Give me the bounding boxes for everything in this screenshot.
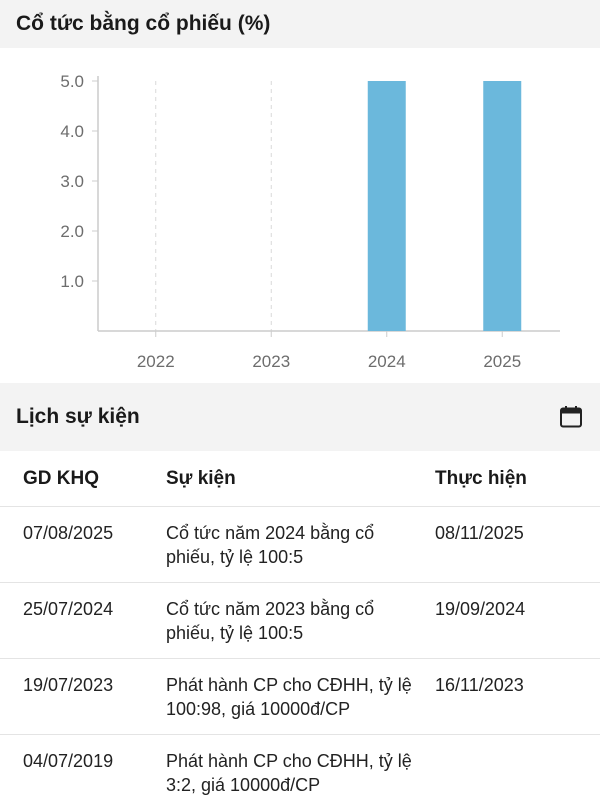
table-row[interactable]: 19/07/2023 Phát hành CP cho CĐHH, tỷ lệ … [0, 659, 600, 735]
header-event: Sự kiện [166, 467, 236, 489]
y-tick-label: 1.0 [60, 272, 84, 291]
events-section-header: Lịch sự kiện [0, 383, 600, 451]
calendar-icon[interactable] [558, 404, 584, 430]
table-header: GD KHQ Sự kiện Thực hiện [0, 451, 600, 507]
y-tick-label: 2.0 [60, 222, 84, 241]
x-tick-label: 2024 [368, 352, 406, 371]
row-date: 04/07/2019 [23, 751, 114, 771]
row-date: 07/08/2025 [23, 523, 114, 543]
row-done: 19/09/2024 [435, 599, 526, 619]
x-tick-label: 2022 [137, 352, 175, 371]
row-event: Cổ tức năm 2024 bằng cổ phiếu, tỷ lệ 100… [166, 523, 375, 567]
chart-svg: 1.0 2.0 3.0 4.0 5.0 2022 2023 2024 2025 [60, 72, 560, 371]
header-date: GD KHQ [23, 467, 99, 489]
header-done: Thực hiện [435, 467, 527, 489]
bar-2025 [483, 81, 522, 331]
table-row[interactable]: 04/07/2019 Phát hành CP cho CĐHH, tỷ lệ … [0, 735, 600, 800]
row-done: 16/11/2023 [435, 675, 524, 695]
x-tick-label: 2025 [483, 352, 521, 371]
table-row[interactable]: 07/08/2025 Cổ tức năm 2024 bằng cổ phiếu… [0, 507, 600, 583]
row-date: 25/07/2024 [23, 599, 114, 619]
y-tick-label: 4.0 [60, 122, 84, 141]
row-event: Phát hành CP cho CĐHH, tỷ lệ 3:2, giá 10… [166, 751, 412, 795]
events-table: GD KHQ Sự kiện Thực hiện 07/08/2025 Cổ t… [0, 451, 600, 800]
chart-section-header: Cổ tức bằng cổ phiếu (%) [0, 0, 600, 48]
table-row[interactable]: 25/07/2024 Cổ tức năm 2023 bằng cổ phiếu… [0, 583, 600, 659]
row-event: Cổ tức năm 2023 bằng cổ phiếu, tỷ lệ 100… [166, 599, 375, 643]
stock-dividend-chart: 1.0 2.0 3.0 4.0 5.0 2022 2023 2024 2025 [0, 48, 600, 383]
events-title: Lịch sự kiện [16, 405, 140, 428]
y-tick-label: 3.0 [60, 172, 84, 191]
row-event: Phát hành CP cho CĐHH, tỷ lệ 100:98, giá… [166, 675, 412, 719]
row-date: 19/07/2023 [23, 675, 114, 695]
row-done: 08/11/2025 [435, 523, 524, 543]
chart-title: Cổ tức bằng cổ phiếu (%) [16, 12, 271, 35]
bar-2024 [367, 81, 406, 331]
y-tick-label: 5.0 [60, 72, 84, 91]
x-tick-label: 2023 [252, 352, 290, 371]
